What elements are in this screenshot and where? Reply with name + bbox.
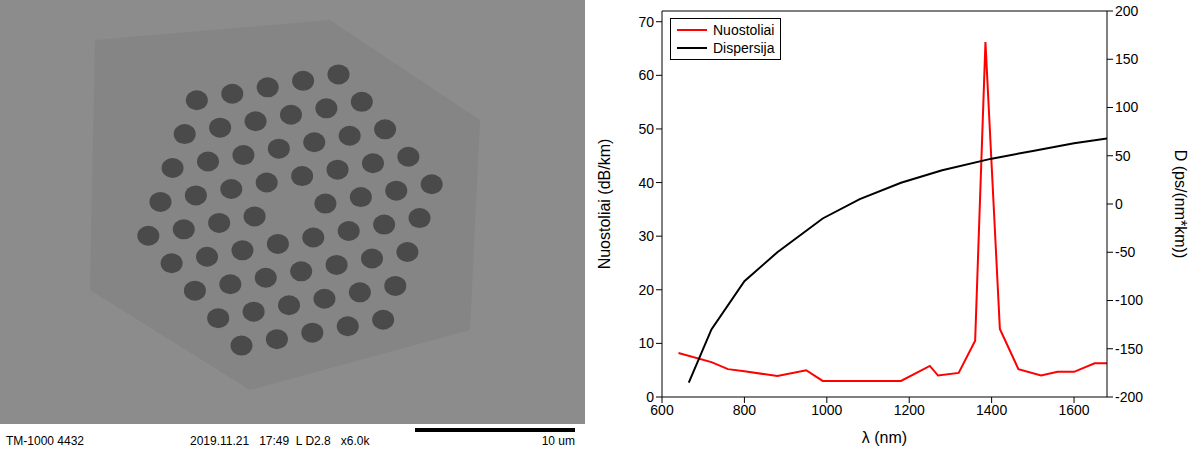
svg-text:1400: 1400: [976, 402, 1007, 418]
svg-text:600: 600: [650, 401, 674, 418]
svg-text:2019.11.21 17:49 L D2.8 x: 2019.11.21 17:49 L D2.8 x6.0k: [190, 434, 370, 448]
svg-text:0: 0: [1115, 196, 1123, 212]
svg-text:D (ps/(nm*km)): D (ps/(nm*km)): [1172, 150, 1189, 258]
svg-text:-200: -200: [1115, 389, 1143, 405]
svg-text:10: 10: [638, 335, 654, 351]
svg-text:1600: 1600: [1058, 402, 1089, 418]
html-text:Nuostoliai: Nuostoliai: [713, 22, 775, 38]
svg-text:10 um: 10 um: [542, 434, 575, 448]
html-text:Dispersija: Dispersija: [713, 40, 775, 56]
svg-text:50: 50: [1115, 148, 1131, 164]
svg-text:TM-1000 4432: TM-1000 4432: [6, 434, 84, 448]
svg-text:50: 50: [638, 121, 654, 137]
svg-text:100: 100: [1115, 99, 1139, 115]
svg-text:30: 30: [638, 228, 654, 244]
svg-text:800: 800: [733, 402, 757, 418]
svg-text:-50: -50: [1115, 244, 1135, 260]
svg-text:70: 70: [638, 14, 654, 30]
svg-text:λ (nm): λ (nm): [862, 429, 907, 446]
svg-text:150: 150: [1115, 51, 1139, 67]
svg-text:-100: -100: [1115, 292, 1143, 308]
svg-text:Nuostoliai (dB/km): Nuostoliai (dB/km): [596, 139, 613, 270]
svg-text:40: 40: [638, 175, 654, 191]
svg-text:200: 200: [1115, 3, 1139, 19]
svg-text:60: 60: [638, 67, 654, 83]
svg-text:-150: -150: [1115, 341, 1143, 357]
svg-text:1000: 1000: [811, 402, 842, 418]
svg-text:20: 20: [638, 282, 654, 298]
svg-text:1200: 1200: [894, 402, 925, 418]
svg-text:0: 0: [646, 389, 654, 405]
